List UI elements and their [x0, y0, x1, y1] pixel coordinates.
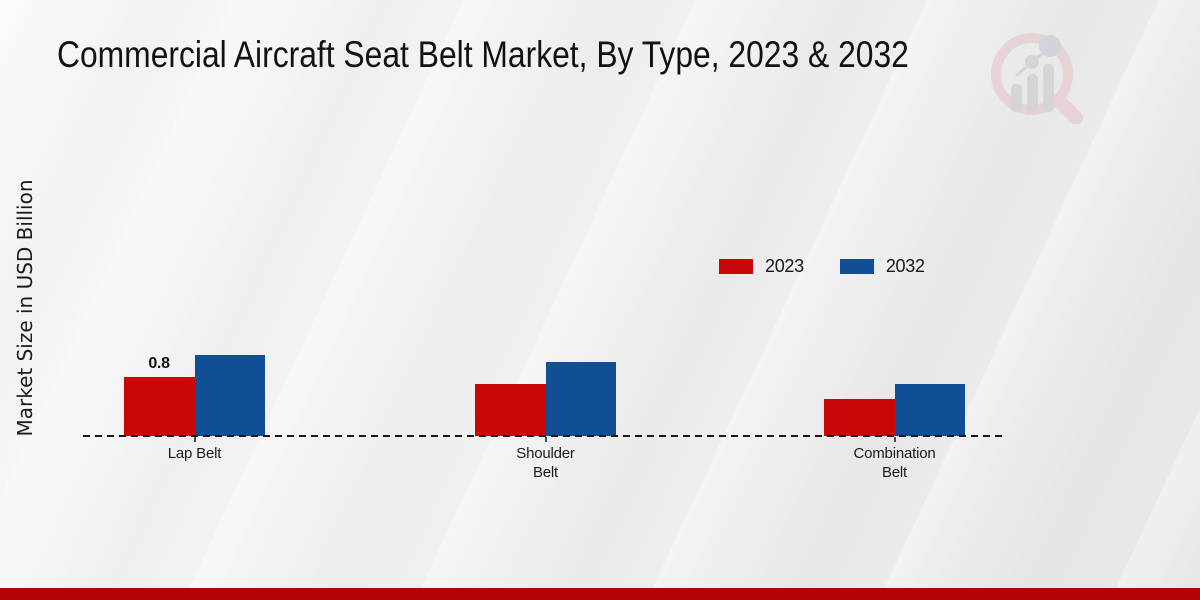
x-axis-tick: [193, 437, 196, 442]
x-axis-tick: [893, 437, 896, 442]
legend-swatch-2023: [719, 259, 753, 274]
bar-2023-combination-belt: [824, 399, 895, 436]
chart-title: Commercial Aircraft Seat Belt Market, By…: [57, 34, 909, 75]
legend-swatch-2032: [839, 259, 874, 274]
bar-2032-shoulder-belt: [545, 362, 616, 436]
bar-2023-lap-belt: [124, 377, 195, 436]
x-axis-tick: [544, 437, 547, 442]
category-label-shoulder-belt: Shoulder Belt: [516, 445, 575, 481]
legend-label-2032: 2032: [885, 256, 925, 276]
category-label-lap-belt: Lap Belt: [167, 445, 222, 462]
bar-value-label: 0.8: [148, 355, 170, 373]
x-axis-baseline: [83, 435, 1007, 437]
category-label-combination-belt: Combination Belt: [853, 445, 936, 481]
footer-accent-bar: [0, 588, 1200, 600]
legend-item-2032: 2032: [839, 256, 925, 277]
bar-2032-lap-belt: [194, 354, 265, 436]
chart-legend: 2023 2032: [719, 256, 925, 277]
bar-2032-combination-belt: [894, 384, 965, 436]
market-research-future-logo-icon: [988, 24, 1084, 125]
bar-2023-shoulder-belt: [475, 384, 546, 436]
legend-label-2023: 2023: [765, 256, 804, 276]
legend-item-2023: 2023: [719, 256, 804, 277]
